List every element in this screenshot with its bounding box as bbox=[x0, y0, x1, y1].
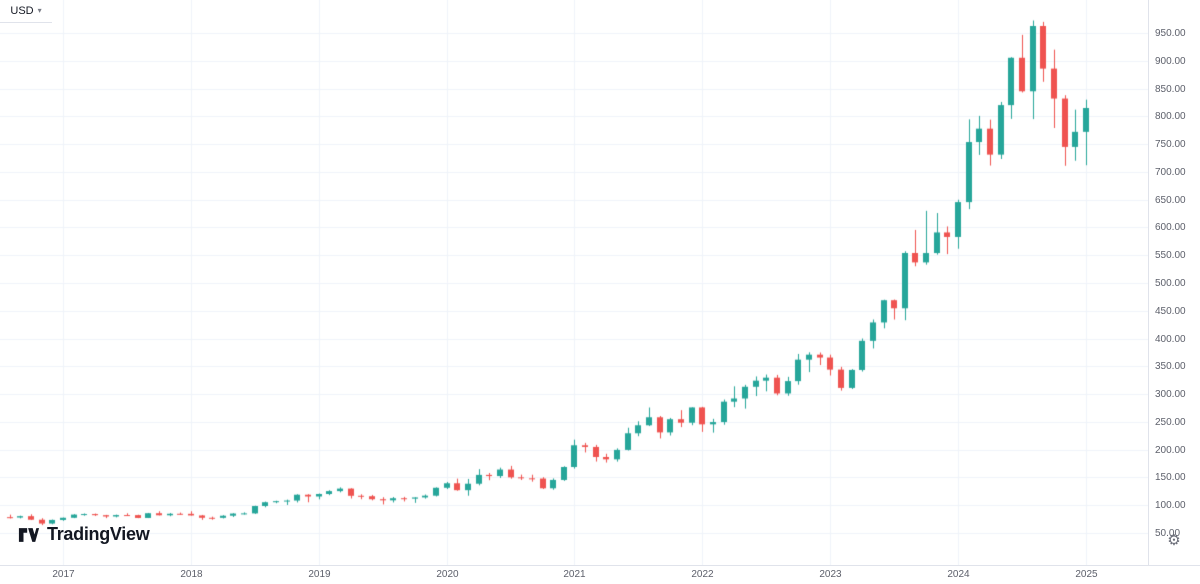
price-axis-tick-label: 800.00 bbox=[1155, 111, 1186, 123]
price-axis-tick-label: 600.00 bbox=[1155, 222, 1186, 234]
price-axis-tick-label: 50.00 bbox=[1155, 528, 1181, 539]
gear-icon[interactable]: ⚙ bbox=[1167, 532, 1181, 549]
tradingview-logo-text: TradingView bbox=[47, 524, 150, 544]
price-axis-tick-label: 950.00 bbox=[1155, 28, 1186, 39]
price-axis-tick-label: 200.00 bbox=[1155, 444, 1186, 456]
candlestick-chart[interactable] bbox=[0, 0, 1148, 565]
price-axis[interactable]: 950.00 900.00 850.00 800.00 750.00 700.00 650.… bbox=[1148, 0, 1200, 565]
time-axis-year-label: 2025 bbox=[1075, 569, 1098, 580]
time-axis-year-label: 2017 bbox=[52, 569, 75, 580]
time-axis-year-label: 2018 bbox=[180, 569, 203, 580]
price-axis-tick-label: 450.00 bbox=[1155, 305, 1186, 317]
time-axis-year-label: 2020 bbox=[436, 569, 459, 580]
price-axis-tick-label: 350.00 bbox=[1155, 361, 1186, 373]
price-axis-tick-label: 400.00 bbox=[1155, 333, 1186, 345]
time-axis-year-label: 2021 bbox=[563, 569, 586, 580]
price-axis-tick-label: 750.00 bbox=[1155, 139, 1186, 151]
price-axis-tick-label: 250.00 bbox=[1155, 416, 1186, 428]
chevron-down-icon: ▾ bbox=[37, 6, 42, 15]
price-axis-tick-label: 700.00 bbox=[1155, 166, 1186, 178]
price-axis-tick-label: 300.00 bbox=[1155, 389, 1186, 401]
price-axis-tick-label: 100.00 bbox=[1155, 500, 1186, 512]
price-axis-tick-label: 900.00 bbox=[1155, 55, 1186, 67]
price-axis-tick-label: 850.00 bbox=[1155, 83, 1186, 95]
time-axis-year-label: 2024 bbox=[947, 569, 970, 580]
currency-label: USD bbox=[10, 5, 34, 17]
price-axis-tick-label: 500.00 bbox=[1155, 278, 1186, 289]
time-axis[interactable]: 2017 2018 2019 2020 2021 2022 2023 2024 2025 bbox=[0, 565, 1200, 584]
price-axis-tick-label: 550.00 bbox=[1155, 250, 1186, 262]
currency-dropdown[interactable]: USD ▾ bbox=[0, 0, 52, 23]
price-axis-tick-label: 150.00 bbox=[1155, 472, 1186, 484]
tradingview-logo-icon bbox=[18, 527, 40, 543]
time-axis-year-label: 2022 bbox=[691, 569, 714, 580]
price-axis-tick-label: 650.00 bbox=[1155, 194, 1186, 206]
time-axis-year-label: 2023 bbox=[819, 569, 842, 580]
tradingview-logo[interactable]: TradingView bbox=[18, 524, 150, 545]
time-axis-year-label: 2019 bbox=[308, 569, 331, 580]
